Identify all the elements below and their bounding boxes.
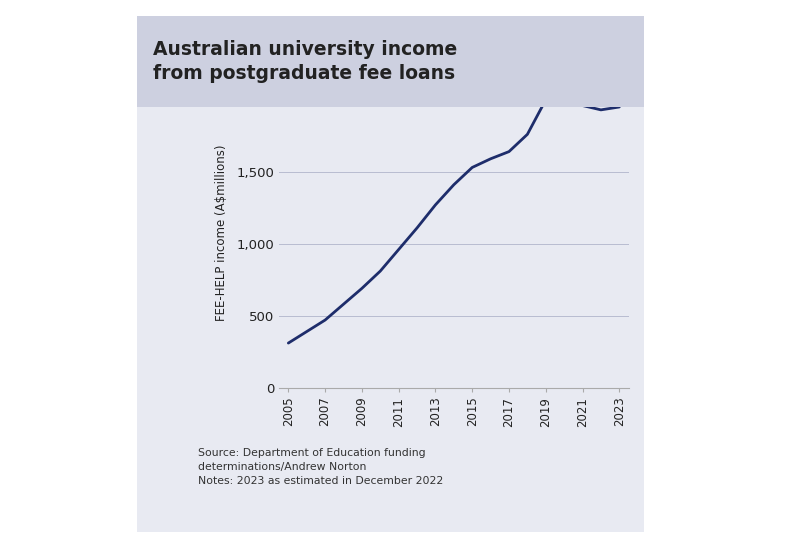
Y-axis label: FEE-HELP income (A$millions): FEE-HELP income (A$millions) [215, 144, 228, 321]
Text: Source: Department of Education funding
determinations/Andrew Norton
Notes: 2023: Source: Department of Education funding … [198, 448, 444, 485]
Text: Australian university income
from postgraduate fee loans: Australian university income from postgr… [152, 40, 457, 83]
